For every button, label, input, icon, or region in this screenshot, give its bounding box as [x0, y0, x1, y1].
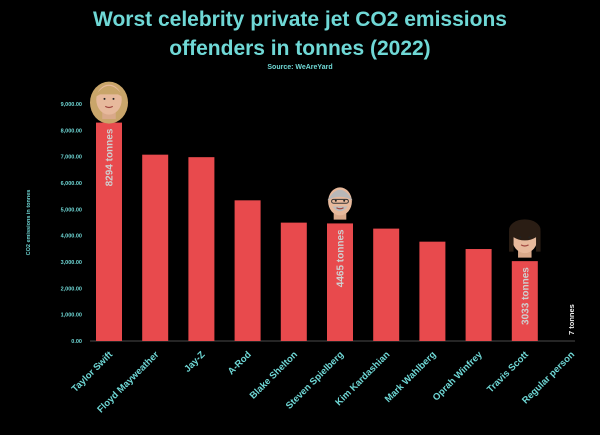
y-tick-label: 4,000.00 — [61, 234, 82, 240]
y-tick-label: 2,000.00 — [61, 286, 82, 292]
portrait-image — [90, 81, 128, 124]
y-tick-label: 6,000.00 — [61, 181, 82, 187]
y-tick-label: 8,000.00 — [61, 128, 82, 134]
data-label: 7 tonnes — [567, 304, 576, 335]
data-label: 3033 tonnes — [520, 267, 531, 325]
bar — [96, 122, 122, 341]
y-axis-label: CO2 emissions in tonnes — [26, 190, 32, 256]
portrait-hair — [327, 189, 353, 201]
category-label: Taylor Swift — [70, 349, 116, 395]
chart-subtitle: Source: WeAreYard — [267, 64, 333, 71]
portrait-braid — [509, 230, 514, 252]
y-tick-label: 3,000.00 — [61, 260, 82, 266]
bar — [419, 241, 446, 341]
portrait-mouth — [104, 105, 114, 109]
category-label: Jay-Z — [182, 349, 207, 374]
portrait-hair — [509, 219, 541, 241]
category-label: Travis Scott — [485, 349, 531, 395]
category-label: A-Rod — [226, 349, 254, 377]
portrait-image — [509, 219, 541, 258]
portrait-eye — [519, 236, 522, 239]
bar — [373, 228, 400, 341]
bar — [188, 157, 215, 341]
y-tick-label: 9,000.00 — [61, 102, 82, 108]
bar — [465, 249, 492, 341]
bar — [327, 223, 353, 341]
bar — [234, 200, 261, 341]
y-tick-label: 5,000.00 — [61, 207, 82, 213]
portrait-mouth — [520, 244, 529, 247]
chart-title-line-1: Worst celebrity private jet CO2 emission… — [93, 8, 507, 31]
portrait-eye — [334, 199, 337, 202]
bar — [511, 261, 538, 341]
category-label: Blake Shelton — [248, 349, 300, 401]
portrait-mouth — [336, 207, 344, 210]
portrait-eye — [528, 236, 531, 239]
category-label: Oprah Winfrey — [431, 349, 486, 404]
data-label: 4465 tonnes — [336, 229, 347, 287]
portrait-eye — [112, 97, 115, 100]
bar — [142, 154, 169, 341]
portrait-eye — [343, 199, 346, 202]
portrait-image — [327, 187, 353, 220]
portrait-fringe — [94, 85, 124, 98]
portrait-glasses — [331, 198, 349, 204]
chart-title-line-2: offenders in tonnes (2022) — [169, 37, 431, 60]
y-tick-label: 1,000.00 — [61, 313, 82, 319]
portrait-braid — [536, 230, 541, 252]
bar — [280, 222, 307, 341]
y-tick-label: 0.00 — [71, 339, 82, 345]
data-label: 8294 tonnes — [105, 128, 116, 186]
portrait-eye — [103, 97, 106, 100]
y-tick-label: 7,000.00 — [61, 155, 82, 161]
